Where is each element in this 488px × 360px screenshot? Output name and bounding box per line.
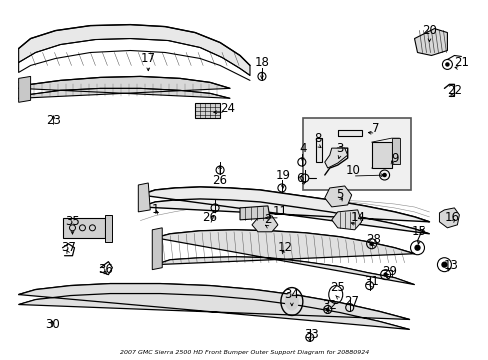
Text: 1: 1 (151, 203, 159, 216)
Polygon shape (19, 24, 249, 75)
Text: 5: 5 (335, 188, 343, 202)
Text: 11: 11 (272, 205, 287, 219)
Polygon shape (155, 230, 414, 285)
Polygon shape (391, 138, 399, 164)
Text: 8: 8 (313, 132, 321, 145)
Polygon shape (105, 215, 112, 242)
Polygon shape (19, 284, 408, 329)
Polygon shape (19, 76, 229, 98)
Polygon shape (140, 187, 428, 234)
Circle shape (382, 173, 386, 177)
Text: 13: 13 (443, 259, 458, 272)
Polygon shape (414, 28, 447, 55)
Polygon shape (324, 186, 351, 207)
Text: 36: 36 (98, 263, 113, 276)
Polygon shape (337, 130, 361, 136)
Text: 19: 19 (275, 168, 290, 181)
Text: 34: 34 (284, 288, 299, 301)
Text: 7: 7 (371, 122, 379, 135)
Circle shape (368, 242, 373, 246)
Circle shape (325, 308, 329, 311)
Polygon shape (251, 216, 277, 232)
Text: 33: 33 (304, 328, 319, 341)
Polygon shape (62, 218, 105, 238)
Polygon shape (138, 183, 150, 212)
Text: 26: 26 (212, 174, 227, 186)
Text: 9: 9 (390, 152, 398, 165)
Circle shape (413, 244, 420, 251)
Text: 10: 10 (345, 163, 359, 176)
Text: 26: 26 (202, 211, 217, 224)
Polygon shape (371, 142, 391, 168)
Text: 21: 21 (453, 56, 468, 69)
Text: 31: 31 (364, 275, 378, 288)
Polygon shape (240, 206, 269, 220)
Circle shape (383, 273, 387, 277)
Text: 23: 23 (46, 114, 61, 127)
Text: 30: 30 (45, 318, 60, 331)
Text: 2: 2 (264, 213, 271, 226)
Text: 29: 29 (381, 265, 396, 278)
Polygon shape (152, 228, 162, 270)
Polygon shape (439, 208, 458, 228)
Circle shape (440, 261, 447, 268)
Text: 16: 16 (444, 211, 459, 224)
Polygon shape (324, 148, 347, 168)
Text: 20: 20 (421, 24, 436, 37)
Text: 27: 27 (344, 295, 359, 308)
Text: 12: 12 (277, 241, 292, 254)
Text: 14: 14 (349, 211, 365, 224)
Text: 6: 6 (296, 171, 303, 185)
Polygon shape (315, 138, 321, 162)
Text: 35: 35 (65, 215, 80, 228)
Bar (302, 118, 410, 190)
Polygon shape (195, 103, 220, 118)
Text: 25: 25 (329, 281, 345, 294)
Text: 28: 28 (366, 233, 380, 246)
Text: 37: 37 (61, 241, 76, 254)
Text: 4: 4 (299, 141, 306, 155)
Text: 17: 17 (141, 52, 156, 65)
Text: 32: 32 (322, 299, 337, 312)
Text: 22: 22 (446, 84, 461, 97)
Text: 15: 15 (411, 225, 426, 238)
Polygon shape (19, 76, 31, 102)
Circle shape (444, 62, 449, 67)
Text: 2007 GMC Sierra 2500 HD Front Bumper Outer Support Diagram for 20880924: 2007 GMC Sierra 2500 HD Front Bumper Out… (120, 350, 368, 355)
Text: 18: 18 (254, 56, 269, 69)
Polygon shape (331, 210, 361, 230)
Ellipse shape (285, 293, 298, 310)
Text: 3: 3 (335, 141, 343, 155)
Text: 24: 24 (220, 102, 235, 115)
